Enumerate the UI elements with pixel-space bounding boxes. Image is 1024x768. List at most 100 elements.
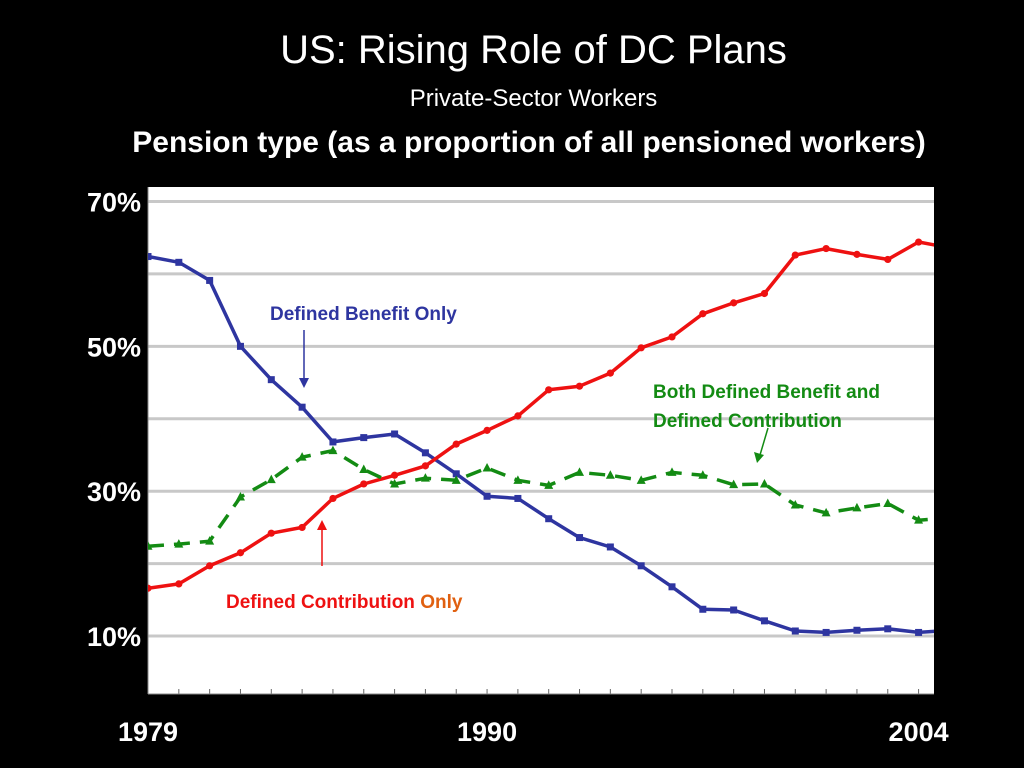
data-point	[175, 580, 183, 588]
data-point	[852, 502, 862, 512]
data-point	[175, 258, 183, 266]
data-point	[483, 492, 491, 500]
data-point	[822, 244, 830, 253]
data-point	[945, 513, 954, 522]
data-point	[698, 470, 708, 479]
data-point	[451, 475, 461, 484]
arrowhead-defined-benefit-only	[299, 378, 309, 388]
data-point	[915, 628, 923, 636]
slide-title: US: Rising Role of DC Plans	[280, 28, 787, 72]
annotation-both-line2: Defined Contribution	[653, 411, 842, 432]
x-tick-label: 1990	[457, 717, 517, 747]
data-point	[452, 440, 460, 448]
data-point	[545, 386, 553, 394]
data-point	[606, 369, 614, 377]
data-point	[298, 403, 306, 411]
data-point	[452, 470, 460, 478]
y-tick-label: 50%	[87, 332, 141, 362]
data-point	[884, 255, 892, 264]
data-point	[360, 434, 368, 442]
data-point	[575, 467, 585, 476]
data-point	[699, 310, 707, 318]
annotation-dc-label: Defined Contribution	[226, 592, 420, 613]
data-point	[853, 250, 861, 258]
data-point	[668, 333, 676, 341]
data-point	[174, 539, 184, 548]
data-point	[297, 452, 307, 461]
data-point	[637, 562, 645, 570]
data-point	[760, 617, 768, 625]
data-point	[329, 438, 337, 446]
data-point	[206, 276, 214, 284]
data-point	[148, 584, 152, 592]
data-point	[329, 494, 337, 503]
data-point	[420, 473, 430, 482]
series-group	[148, 238, 954, 636]
x-tick-label: 1979	[118, 717, 178, 747]
data-point	[205, 536, 215, 545]
data-point	[884, 625, 892, 633]
data-point	[730, 299, 738, 307]
data-point	[667, 467, 677, 476]
data-point	[946, 244, 953, 251]
arrowhead-defined-contribution-only	[317, 520, 327, 530]
data-point	[668, 583, 676, 591]
annotation-defined-benefit-only: Defined Benefit Only	[270, 304, 457, 325]
data-point	[576, 534, 584, 542]
x-tick-label: 2004	[889, 717, 949, 747]
data-point	[298, 523, 306, 532]
slide-subtitle: Private-Sector Workers	[409, 85, 658, 112]
annotation-both-line1: Both Defined Benefit and	[653, 382, 880, 403]
grid-lines	[148, 199, 934, 638]
data-point	[636, 475, 646, 484]
data-point	[390, 471, 399, 479]
data-point	[759, 478, 769, 488]
data-point	[730, 606, 738, 614]
data-point	[790, 499, 800, 509]
data-point	[328, 445, 338, 455]
data-point	[791, 627, 799, 635]
data-point	[821, 507, 831, 517]
data-point	[822, 628, 830, 636]
data-point	[791, 251, 799, 259]
data-point	[421, 462, 430, 470]
data-point	[236, 342, 244, 350]
y-tick-label: 30%	[87, 477, 141, 507]
data-point	[545, 515, 553, 523]
data-point	[360, 480, 368, 488]
plot-background	[148, 187, 934, 694]
data-point	[946, 627, 953, 634]
data-point	[359, 464, 369, 473]
annotation-defined-contribution-only: Defined Contribution Only	[226, 592, 463, 613]
arrow-both	[759, 427, 769, 456]
y-tick-label: 70%	[87, 187, 141, 217]
data-point	[606, 543, 614, 551]
data-point	[483, 426, 491, 434]
annotation-only-label: Only	[420, 592, 463, 613]
data-point	[148, 541, 153, 550]
data-point	[514, 494, 522, 502]
y-tick-label: 10%	[87, 622, 141, 652]
data-point	[206, 562, 214, 570]
x-axis-labels: 1979 1990 2004	[118, 717, 949, 747]
data-point	[421, 449, 429, 457]
annotations: Defined Benefit Only Both Defined Benefi…	[226, 304, 880, 613]
data-point	[513, 475, 523, 484]
data-point	[699, 605, 707, 613]
data-point	[267, 529, 275, 537]
data-point	[914, 238, 923, 246]
x-axis-ticks	[147, 689, 920, 694]
data-point	[853, 626, 861, 634]
data-point	[575, 382, 584, 390]
data-point	[482, 463, 492, 472]
data-point	[760, 289, 769, 298]
data-point	[514, 412, 522, 420]
data-point	[266, 474, 276, 484]
data-point	[235, 491, 245, 501]
data-point	[729, 479, 739, 489]
data-point	[390, 478, 400, 488]
arrowhead-both	[754, 452, 764, 463]
data-point	[391, 430, 399, 438]
data-point	[544, 480, 554, 489]
